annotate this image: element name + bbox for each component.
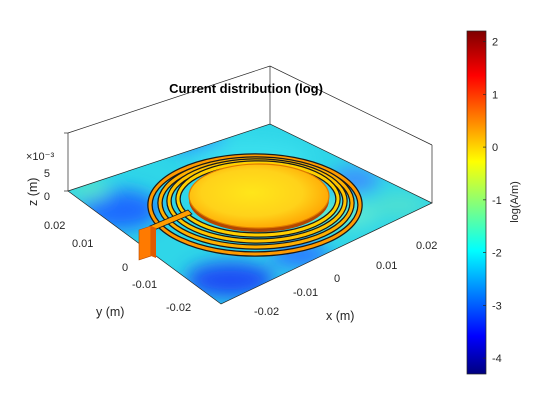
colorbar-tick-label: -4 — [492, 353, 502, 365]
axes-box — [67, 65, 433, 203]
x-axis-label: x (m) — [326, 309, 354, 323]
colorbar: 2 1 0 -1 -2 -3 -4 log(A/m) — [466, 30, 521, 375]
z-tick-label: 0 — [44, 191, 50, 203]
central-disk — [188, 163, 330, 232]
feed-port — [138, 225, 156, 261]
y-tick-label: 0 — [122, 262, 128, 274]
axis-ticks — [64, 132, 68, 192]
y-axis: 0.02 0.01 0 -0.01 -0.02 y (m) — [44, 220, 191, 319]
z-axis: ×10⁻³ 5 0 z (m) — [26, 151, 54, 206]
colorbar-tick-label: -1 — [492, 195, 502, 207]
colorbar-gradient — [466, 30, 487, 375]
colorbar-tick-label: -3 — [492, 300, 502, 312]
colorbar-label: log(A/m) — [509, 181, 521, 223]
x-tick-label: 0.02 — [416, 240, 437, 252]
y-tick-label: -0.01 — [132, 279, 157, 291]
spiral-rings — [147, 153, 363, 257]
z-axis-label: z (m) — [26, 178, 40, 206]
x-tick-label: 0.01 — [376, 260, 397, 272]
colorbar-tick-label: 2 — [492, 37, 498, 49]
colorbar-tick-label: 1 — [492, 89, 498, 101]
x-axis: -0.02 -0.01 0 0.01 0.02 x (m) — [254, 240, 437, 323]
colorbar-tick-label: 0 — [492, 142, 498, 154]
colorbar-ticks: 2 1 0 -1 -2 -3 -4 — [483, 37, 502, 365]
y-tick-label: 0.01 — [72, 238, 93, 250]
colorbar-tick-label: -2 — [492, 248, 502, 260]
z-tick-label: 5 — [44, 168, 50, 180]
y-tick-label: 0.02 — [44, 220, 65, 232]
y-tick-label: -0.02 — [166, 302, 191, 314]
z-exponent-label: ×10⁻³ — [26, 151, 54, 163]
x-tick-label: -0.01 — [293, 287, 318, 299]
x-tick-label: 0 — [334, 273, 340, 285]
y-axis-label: y (m) — [96, 305, 124, 319]
chart-title: Current distribution (log) — [169, 81, 323, 96]
x-tick-label: -0.02 — [254, 306, 279, 318]
